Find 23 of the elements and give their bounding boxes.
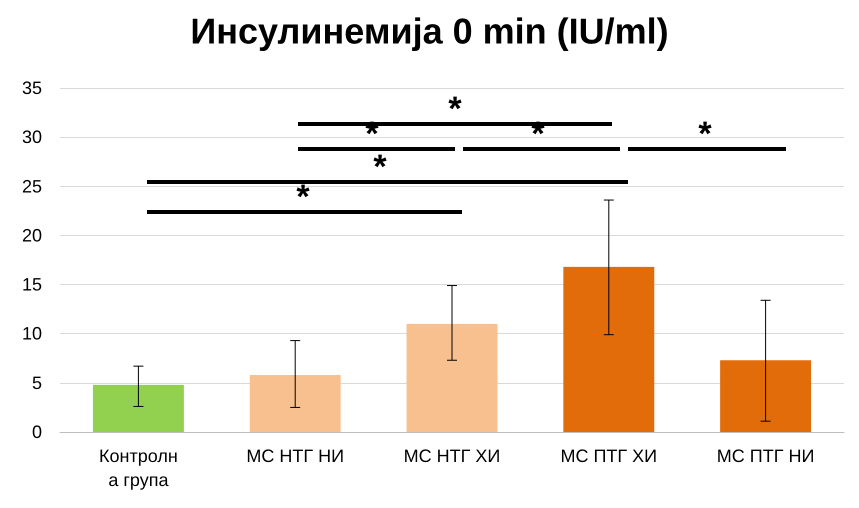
bar	[406, 324, 498, 432]
y-tick-label: 0	[32, 422, 42, 442]
y-tick-label: 30	[22, 127, 42, 148]
bar	[92, 384, 184, 432]
chart-title: Инсулинемија 0 min (IU/ml)	[190, 10, 669, 52]
y-tick-label: 10	[22, 324, 42, 344]
y-tick-label: 25	[22, 176, 42, 196]
x-tick-label: Контролна група	[99, 446, 178, 490]
bar	[250, 374, 341, 432]
x-tick-label: МС ПТГ ХИ	[560, 446, 658, 466]
y-tick-label: 20	[22, 225, 42, 246]
bar	[563, 266, 654, 432]
x-tick-label: МС ПТГ НИ	[716, 446, 814, 466]
annotation: *	[295, 178, 311, 216]
annotation: *	[372, 148, 388, 186]
y-tick-label: 35	[22, 78, 42, 98]
y-tick-label: 5	[32, 372, 42, 393]
annotation: *	[697, 115, 713, 153]
y-tick-label: 15	[22, 274, 42, 295]
annotation: *	[447, 90, 463, 128]
x-tick-label: МС НТГ ХИ	[404, 446, 500, 466]
x-tick-label: МС НТГ НИ	[246, 446, 344, 466]
bar	[720, 360, 812, 432]
